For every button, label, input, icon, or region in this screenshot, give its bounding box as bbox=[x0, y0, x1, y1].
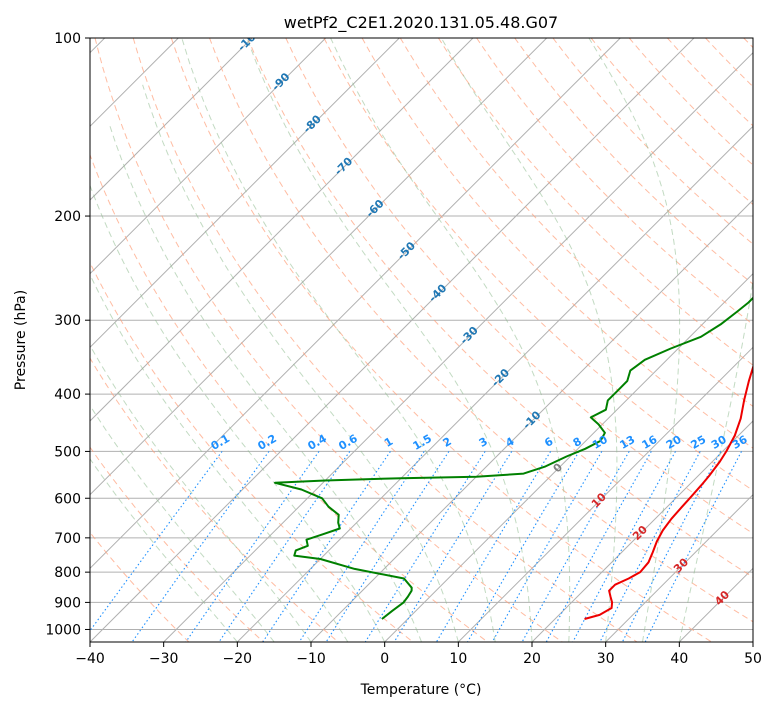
chart-title: wetPf2_C2E1.2020.131.05.48.G07 bbox=[284, 13, 558, 33]
y-tick-label: 1000 bbox=[45, 622, 81, 638]
y-tick-label: 500 bbox=[54, 444, 81, 460]
y-tick-label: 700 bbox=[54, 531, 81, 547]
y-tick-label: 400 bbox=[54, 387, 81, 403]
y-axis-label: Pressure (hPa) bbox=[13, 290, 29, 390]
isotherm-line bbox=[753, 38, 775, 642]
y-tick-label: 800 bbox=[54, 565, 81, 581]
x-tick-label: 20 bbox=[523, 651, 541, 667]
y-tick-label: 200 bbox=[54, 209, 81, 225]
y-tick-label: 300 bbox=[54, 313, 81, 329]
x-tick-label: 0 bbox=[380, 651, 389, 667]
y-tick-label: 100 bbox=[54, 31, 81, 47]
y-tick-label: 600 bbox=[54, 491, 81, 507]
x-tick-label: −10 bbox=[296, 651, 326, 667]
x-tick-label: −30 bbox=[149, 651, 179, 667]
x-tick-label: 40 bbox=[670, 651, 688, 667]
x-tick-label: −40 bbox=[75, 651, 105, 667]
x-tick-label: −20 bbox=[223, 651, 253, 667]
x-tick-label: 50 bbox=[744, 651, 762, 667]
x-tick-label: 30 bbox=[597, 651, 615, 667]
x-tick-label: 10 bbox=[449, 651, 467, 667]
y-tick-label: 900 bbox=[54, 595, 81, 611]
x-axis-label: Temperature (°C) bbox=[360, 682, 482, 698]
